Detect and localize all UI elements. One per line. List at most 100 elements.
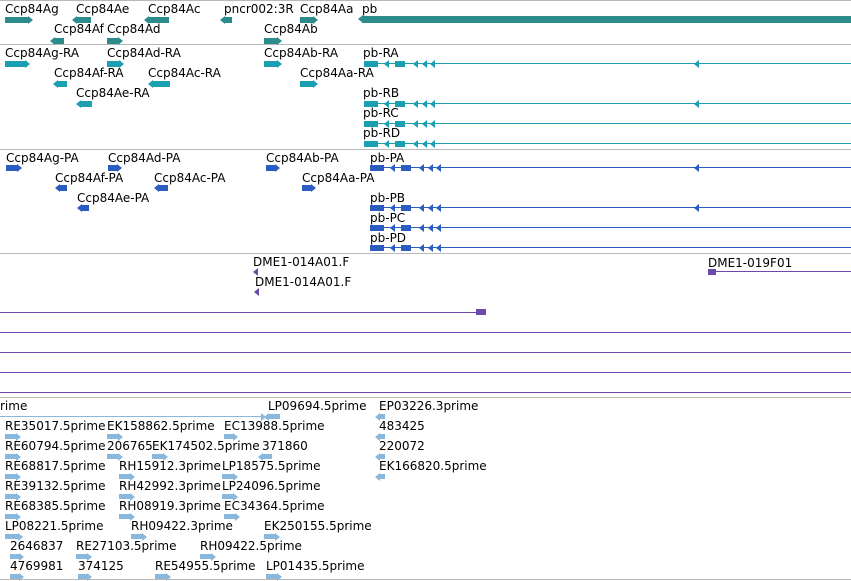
protein-label[interactable]: pb-PC	[370, 211, 406, 225]
est-label[interactable]: LP18575.5prime	[222, 459, 321, 473]
exon-bar[interactable]	[401, 205, 411, 211]
est-bar[interactable]	[5, 534, 19, 539]
transcript-bar[interactable]	[152, 81, 170, 87]
transcript-label[interactable]: pb-RD	[363, 126, 401, 140]
est-bar[interactable]	[268, 414, 280, 419]
exon-bar[interactable]	[370, 225, 384, 231]
exon-bar[interactable]	[395, 101, 405, 107]
clone-bar[interactable]	[708, 269, 716, 275]
est-label[interactable]: EK174502.5prime	[152, 439, 260, 453]
clone-bar[interactable]	[476, 309, 486, 315]
est-bar[interactable]	[5, 474, 17, 479]
gene-bar[interactable]	[362, 16, 851, 23]
gene-label[interactable]: pb	[362, 2, 378, 16]
transcript-label[interactable]: Ccp84Aa-RA	[300, 66, 374, 80]
est-bar[interactable]	[5, 494, 17, 499]
transcript-label[interactable]: Ccp84Ab-RA	[264, 46, 339, 60]
gene-label[interactable]: Ccp84Ad	[107, 22, 161, 36]
exon-bar[interactable]	[401, 245, 411, 251]
gene-label[interactable]: Ccp84Ag	[5, 2, 59, 16]
est-label[interactable]: 371860	[262, 439, 308, 453]
est-label[interactable]: EK166820.5prime	[379, 459, 487, 473]
est-label[interactable]: 374125	[78, 559, 124, 573]
protein-bar[interactable]	[59, 185, 67, 191]
est-label[interactable]: RE27103.5prime	[76, 539, 177, 553]
protein-bar[interactable]	[6, 165, 18, 171]
exon-bar[interactable]	[395, 121, 405, 127]
gene-bar[interactable]	[224, 17, 232, 23]
exon-bar[interactable]	[364, 101, 378, 107]
est-label[interactable]: LP09694.5prime	[268, 399, 367, 413]
est-label[interactable]: RE54955.5prime	[155, 559, 256, 573]
est-label[interactable]: EC13988.5prime	[224, 419, 325, 433]
est-label[interactable]: RH15912.3prime	[119, 459, 221, 473]
est-bar[interactable]	[200, 554, 212, 559]
transcript-label[interactable]: pb-RA	[363, 46, 399, 60]
est-bar[interactable]	[224, 434, 234, 439]
protein-label[interactable]: Ccp84Ac-PA	[154, 171, 226, 185]
est-bar[interactable]	[264, 534, 276, 539]
est-bar[interactable]	[222, 474, 234, 479]
est-label[interactable]: RE39132.5prime	[5, 479, 106, 493]
est-label[interactable]: RH09422.3prime	[131, 519, 233, 533]
est-label[interactable]: RE60794.5prime	[5, 439, 106, 453]
est-bar[interactable]	[107, 434, 119, 439]
est-label[interactable]: 4769981	[10, 559, 64, 573]
est-label[interactable]: 2646837	[10, 539, 64, 553]
est-bar[interactable]	[10, 574, 20, 579]
est-label[interactable]: RE68385.5prime	[5, 499, 106, 513]
est-label[interactable]: EK250155.5prime	[264, 519, 372, 533]
transcript-bar[interactable]	[264, 61, 278, 67]
protein-label[interactable]: Ccp84Ab-PA	[266, 151, 339, 165]
est-label[interactable]: 220072	[379, 439, 425, 453]
protein-label[interactable]: Ccp84Ag-PA	[6, 151, 79, 165]
est-bar[interactable]	[5, 434, 17, 439]
transcript-bar[interactable]	[57, 81, 67, 87]
est-bar[interactable]	[5, 454, 17, 459]
gene-bar[interactable]	[76, 17, 91, 23]
transcript-label[interactable]: Ccp84Ae-RA	[76, 86, 150, 100]
exon-bar[interactable]	[395, 141, 405, 147]
transcript-label[interactable]: Ccp84Ac-RA	[148, 66, 221, 80]
est-label[interactable]: RH09422.5prime	[200, 539, 302, 553]
transcript-label[interactable]: Ccp84Ad-RA	[107, 46, 181, 60]
est-bar[interactable]	[119, 494, 131, 499]
exon-bar[interactable]	[370, 205, 384, 211]
gene-label[interactable]: Ccp84Ac	[148, 2, 201, 16]
est-bar[interactable]	[155, 574, 167, 579]
protein-label[interactable]: pb-PB	[370, 191, 406, 205]
gene-label[interactable]: Ccp84Ae	[76, 2, 130, 16]
transcript-bar[interactable]	[5, 61, 27, 67]
gene-label[interactable]: Ccp84Aa	[300, 2, 354, 16]
est-bar[interactable]	[131, 534, 143, 539]
est-bar[interactable]	[76, 554, 88, 559]
gene-bar[interactable]	[54, 38, 64, 44]
est-label[interactable]: LP24096.5prime	[222, 479, 321, 493]
gene-bar[interactable]	[300, 17, 314, 23]
est-label[interactable]: RH08919.3prime	[119, 499, 221, 513]
exon-bar[interactable]	[364, 121, 378, 127]
gene-bar[interactable]	[264, 38, 278, 44]
exon-bar[interactable]	[364, 61, 378, 67]
est-label[interactable]: EK158862.5prime	[107, 419, 215, 433]
clone-label[interactable]: DME1-019F01	[708, 256, 793, 270]
gene-label[interactable]: Ccp84Ab	[264, 22, 318, 36]
clone-label[interactable]: DME1-014A01.F	[255, 275, 352, 289]
protein-bar[interactable]	[108, 165, 118, 171]
clone-label[interactable]: DME1-014A01.F	[253, 255, 350, 269]
gene-bar[interactable]	[5, 17, 29, 23]
exon-bar[interactable]	[401, 225, 411, 231]
est-bar[interactable]	[152, 454, 164, 459]
transcript-bar[interactable]	[107, 61, 121, 67]
est-label[interactable]: LP01435.5prime	[266, 559, 365, 573]
exon-bar[interactable]	[395, 61, 405, 67]
est-bar[interactable]	[10, 554, 20, 559]
gene-label[interactable]: Ccp84Af	[54, 22, 104, 36]
est-bar[interactable]	[78, 574, 88, 579]
est-bar[interactable]	[119, 474, 131, 479]
est-bar[interactable]	[107, 454, 119, 459]
est-bar[interactable]	[379, 454, 385, 459]
est-label[interactable]: 206765	[107, 439, 153, 453]
gene-bar[interactable]	[107, 38, 119, 44]
est-bar[interactable]	[266, 574, 278, 579]
